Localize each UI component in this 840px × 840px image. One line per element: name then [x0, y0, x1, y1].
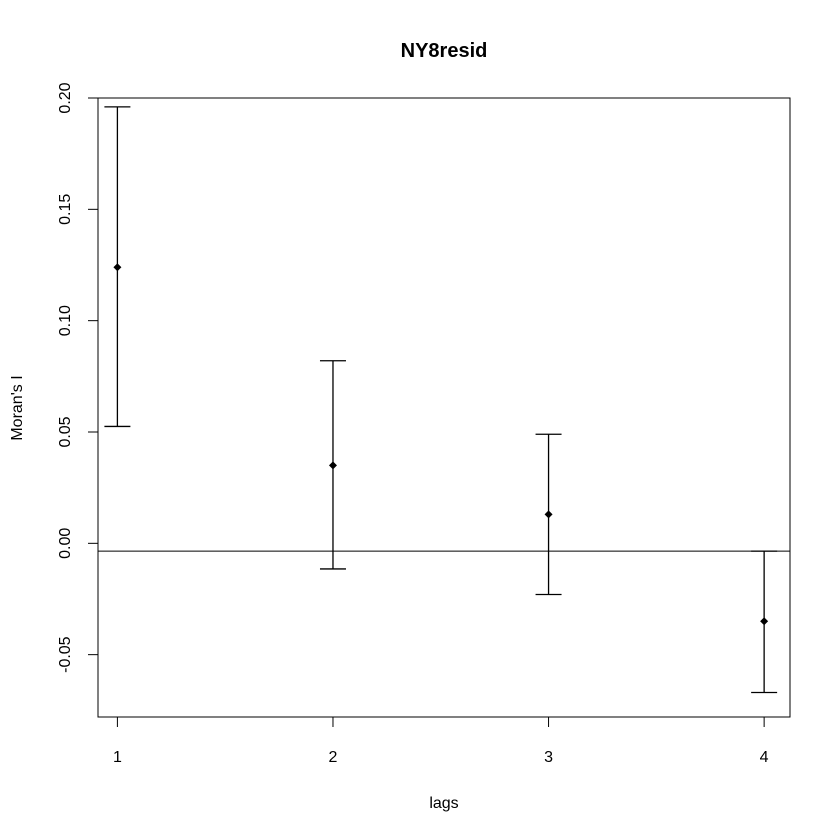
- y-tick-label: -0.05: [57, 636, 74, 673]
- data-point: [113, 263, 122, 272]
- y-tick-label: 0.20: [57, 82, 74, 113]
- y-tick-label: 0.15: [57, 194, 74, 225]
- data-point: [760, 617, 769, 626]
- chart-title: NY8resid: [401, 40, 488, 62]
- y-tick-label: 0.10: [57, 305, 74, 336]
- y-axis-label: Moran's I: [9, 375, 26, 440]
- data-point: [544, 510, 553, 519]
- axes: 1 2 3 4 -0.05 0.00 0.05 0.10 0.15 0.20: [57, 82, 769, 766]
- plot-area: [97, 97, 791, 718]
- y-tick-label: 0.00: [57, 528, 74, 559]
- x-axis-label: lags: [429, 795, 458, 812]
- x-tick-label: 3: [544, 749, 553, 766]
- x-tick-label: 4: [760, 749, 769, 766]
- y-tick-label: 0.05: [57, 416, 74, 447]
- data-marks: [98, 106, 790, 694]
- data-point: [328, 461, 337, 470]
- x-tick-label: 1: [113, 749, 122, 766]
- x-tick-label: 2: [329, 749, 338, 766]
